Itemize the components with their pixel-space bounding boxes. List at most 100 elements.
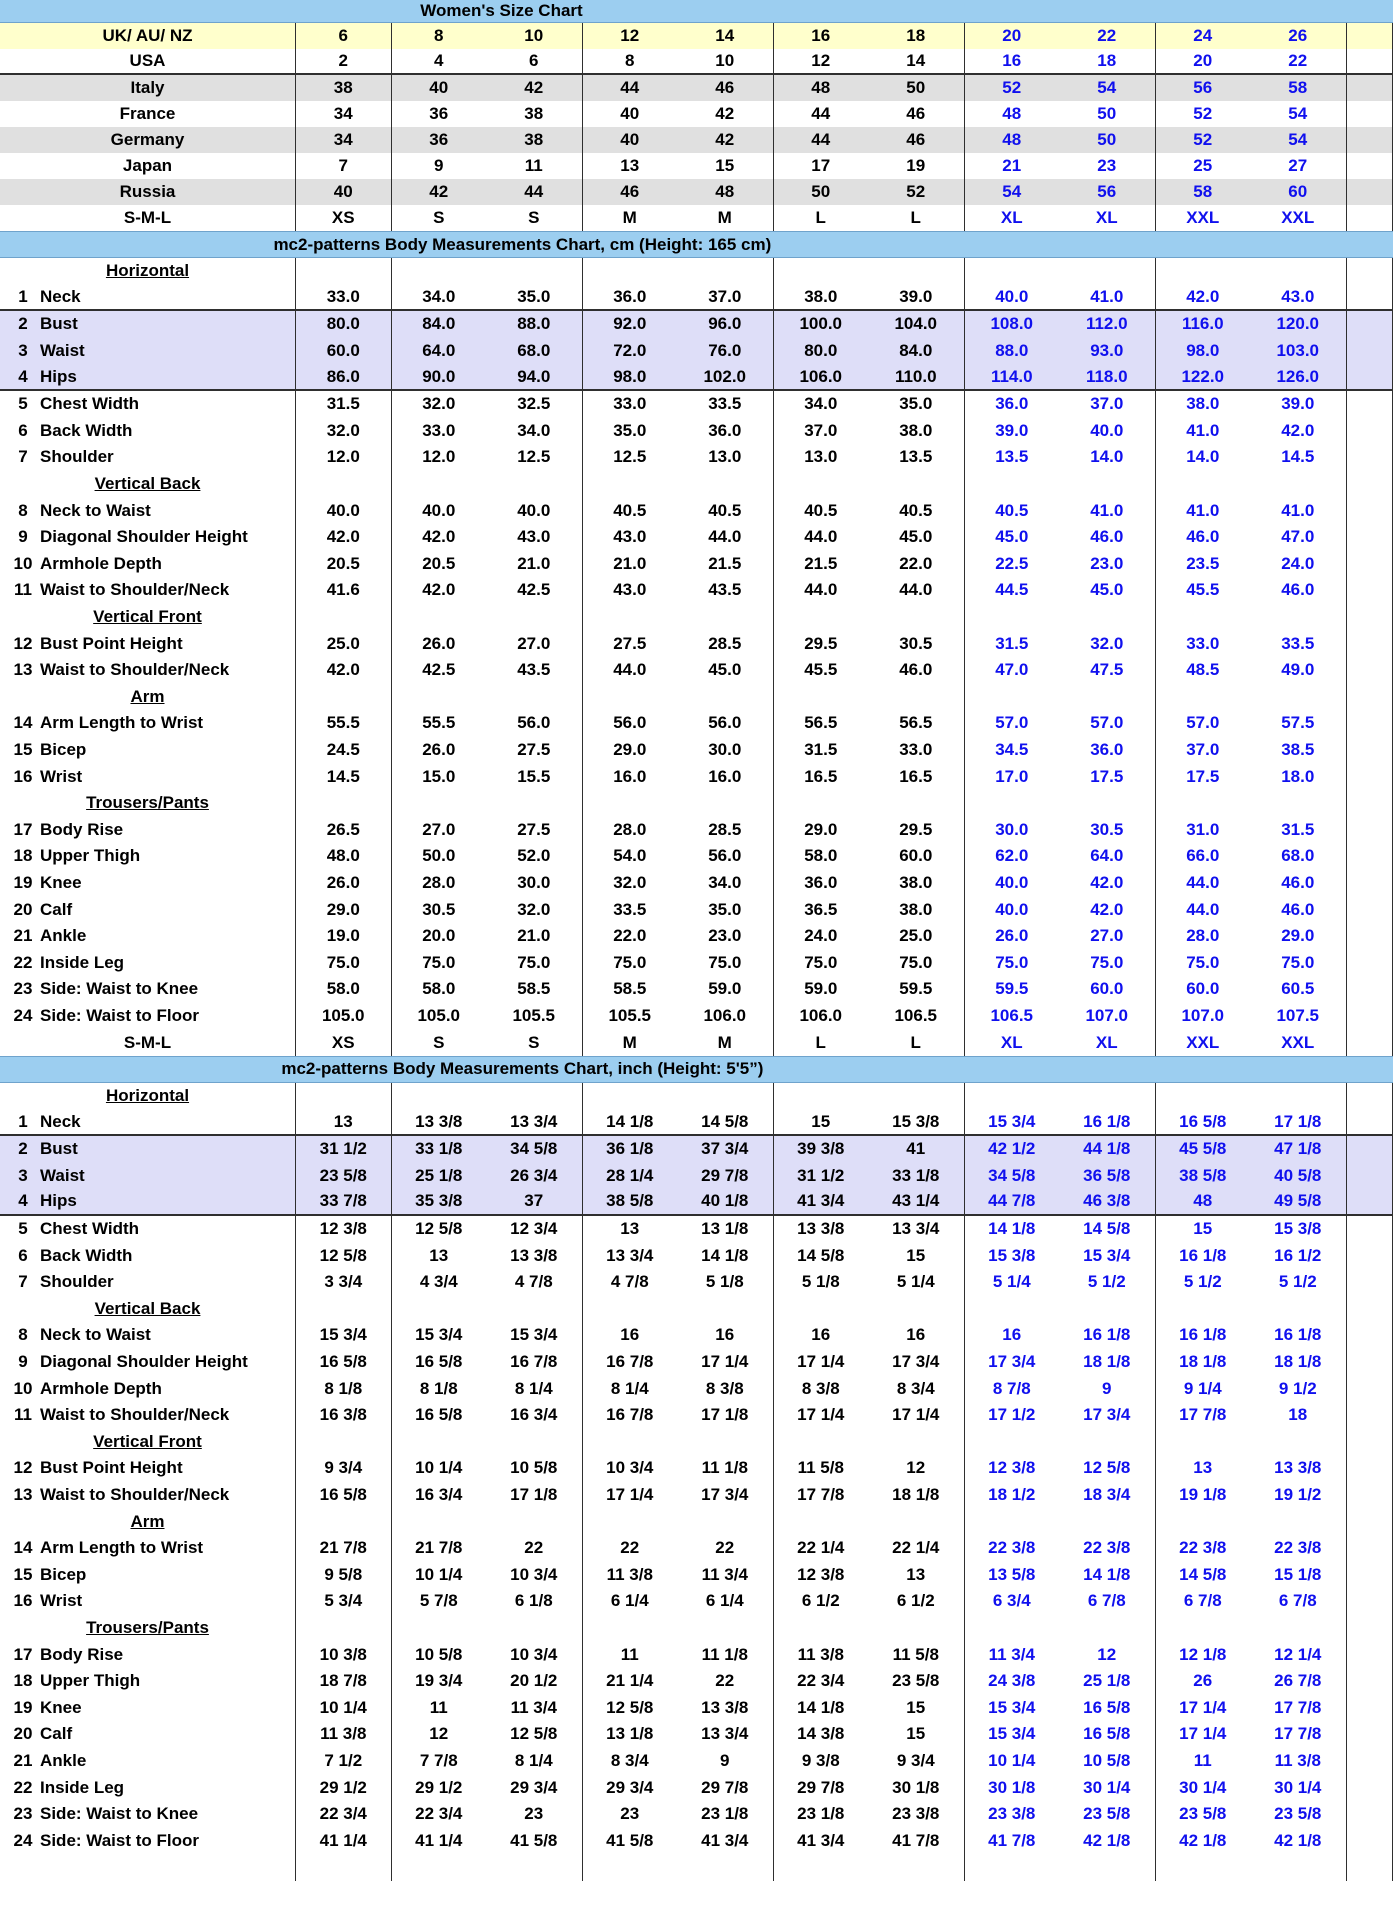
value-cell: 13 1/8 xyxy=(677,1216,773,1243)
value-cell: L xyxy=(868,1029,964,1056)
row-name: Bust xyxy=(40,1139,78,1159)
value-cell: 29 3/4 xyxy=(582,1774,678,1801)
value-cell: 40.0 xyxy=(964,896,1060,923)
value-cell: 14.5 xyxy=(295,763,391,790)
value-cell: 30.0 xyxy=(964,816,1060,843)
value-cell: L xyxy=(773,1029,869,1056)
value-cell: 5 3/4 xyxy=(295,1588,391,1615)
row-number: 16 xyxy=(6,1591,40,1611)
value-cell: 15 3/4 xyxy=(295,1322,391,1349)
row-name: Arm Length to Wrist xyxy=(40,1538,203,1558)
value-cell: 5 1/2 xyxy=(1155,1269,1251,1296)
value-cell xyxy=(1250,604,1346,631)
value-cell: 11 xyxy=(391,1694,487,1721)
value-cell: 14 5/8 xyxy=(677,1109,773,1134)
value-cell: 75.0 xyxy=(486,949,582,976)
row-number: 7 xyxy=(6,1272,40,1292)
value-cell xyxy=(964,1854,1060,1881)
value-cell: 11 xyxy=(486,153,582,179)
row-label: France xyxy=(0,101,295,127)
group-header-row: Vertical Back xyxy=(0,1296,1393,1323)
value-cell: 9 3/4 xyxy=(295,1455,391,1482)
value-cell: 36 5/8 xyxy=(1059,1163,1155,1190)
value-cell: 16 5/8 xyxy=(1059,1721,1155,1748)
value-cell xyxy=(391,258,487,285)
value-cell xyxy=(295,471,391,498)
value-cell: 22 xyxy=(582,1535,678,1562)
value-cell: 75.0 xyxy=(773,949,869,976)
value-cell: 15.0 xyxy=(391,763,487,790)
value-cell: 13 3/8 xyxy=(1250,1455,1346,1482)
value-cell: 27.0 xyxy=(391,816,487,843)
value-cell: 8 1/8 xyxy=(391,1375,487,1402)
value-cell: 22 1/4 xyxy=(773,1535,869,1562)
value-cell xyxy=(1155,1296,1251,1323)
value-cell: 11 3/8 xyxy=(582,1562,678,1589)
value-cell: 22 xyxy=(677,1668,773,1695)
value-cell: 22 xyxy=(1059,23,1155,49)
value-cell xyxy=(486,1296,582,1323)
value-cell: 112.0 xyxy=(1059,311,1155,338)
row-label xyxy=(0,1854,295,1881)
value-cell: 15 3/4 xyxy=(964,1721,1060,1748)
value-cell: 46 xyxy=(582,179,678,205)
value-cell: 38.5 xyxy=(1250,737,1346,764)
value-cell xyxy=(295,790,391,817)
value-cell: 16 3/4 xyxy=(391,1482,487,1509)
row-name: Neck to Waist xyxy=(40,1325,151,1345)
value-cell: 33.5 xyxy=(1250,630,1346,657)
value-cell: 38 xyxy=(486,101,582,127)
value-cell: 59.5 xyxy=(868,976,964,1003)
value-cell: 38.0 xyxy=(773,285,869,310)
value-cell: 27.5 xyxy=(582,630,678,657)
value-cell: 116.0 xyxy=(1155,311,1251,338)
spacer-cell xyxy=(1346,684,1393,711)
value-cell: 75.0 xyxy=(1059,949,1155,976)
value-cell xyxy=(1250,258,1346,285)
value-cell: 33.5 xyxy=(582,896,678,923)
value-cell: 36.0 xyxy=(964,391,1060,418)
value-cell: 29.0 xyxy=(582,737,678,764)
value-cell xyxy=(295,258,391,285)
value-cell: 44.0 xyxy=(1155,896,1251,923)
value-cell: 13 xyxy=(295,1109,391,1134)
value-cell xyxy=(391,1429,487,1456)
value-cell: S xyxy=(486,1029,582,1056)
spacer-cell xyxy=(1346,1455,1393,1482)
value-cell xyxy=(295,1615,391,1642)
value-cell: 58 xyxy=(1155,179,1251,205)
value-cell: 15 3/4 xyxy=(486,1322,582,1349)
value-cell xyxy=(1155,1429,1251,1456)
value-cell: 8 3/8 xyxy=(773,1375,869,1402)
value-cell: 10 xyxy=(677,49,773,73)
value-cell: 10 3/4 xyxy=(486,1562,582,1589)
spacer-cell xyxy=(1346,364,1393,389)
value-cell: XL xyxy=(964,205,1060,231)
value-cell: 42.0 xyxy=(1059,896,1155,923)
value-cell: 17 7/8 xyxy=(773,1482,869,1509)
value-cell: 38.0 xyxy=(868,870,964,897)
value-cell: 12 3/8 xyxy=(773,1562,869,1589)
value-cell: 11 3/4 xyxy=(677,1562,773,1589)
value-cell: 12 1/8 xyxy=(1155,1641,1251,1668)
value-cell: 32.0 xyxy=(1059,630,1155,657)
value-cell: 11 3/8 xyxy=(1250,1748,1346,1775)
value-cell: 25.0 xyxy=(295,630,391,657)
value-cell: 19 3/4 xyxy=(391,1668,487,1695)
